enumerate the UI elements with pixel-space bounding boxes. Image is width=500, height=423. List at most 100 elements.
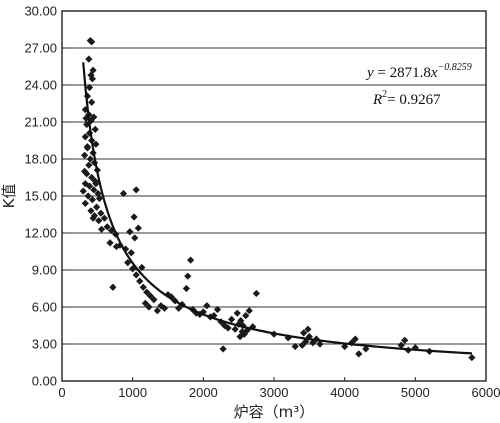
data-point (89, 214, 97, 222)
y-tick-label: 18.00 (24, 152, 57, 167)
data-point (141, 299, 149, 307)
data-point (182, 284, 190, 293)
x-tick-label: 2000 (189, 385, 218, 400)
data-point (300, 329, 308, 337)
data-point (362, 345, 370, 353)
y-tick-label: 27.00 (24, 41, 57, 56)
equation-exponent: −0.8259 (438, 62, 472, 73)
data-point (85, 83, 94, 92)
data-point (97, 209, 105, 217)
x-axis-title: 炉容（m³） (234, 403, 315, 421)
data-point (106, 239, 114, 247)
data-point (81, 199, 89, 207)
data-point (242, 312, 250, 320)
data-point (119, 189, 128, 198)
equation-coefficient: = 2871.8 (374, 65, 431, 81)
x-tick-label: 5000 (401, 385, 430, 400)
data-point (236, 333, 244, 341)
data-point (228, 315, 236, 323)
data-point (81, 133, 89, 141)
data-point (88, 38, 96, 46)
data-point (92, 180, 100, 188)
data-point (284, 334, 292, 342)
data-point (86, 155, 94, 163)
x-tick-label: 6000 (472, 385, 500, 400)
y-tick-label: 21.00 (24, 115, 57, 130)
data-point (130, 213, 138, 221)
data-point (132, 186, 140, 194)
data-point (97, 225, 106, 233)
data-point (85, 55, 93, 63)
y-tick-label: 6.00 (32, 300, 57, 315)
data-point (134, 224, 142, 232)
data-point (112, 242, 121, 251)
data-point (84, 192, 92, 200)
data-point (81, 167, 89, 175)
data-point (124, 259, 132, 267)
data-point (100, 214, 108, 222)
data-point (401, 336, 409, 344)
data-point (90, 186, 98, 194)
x-tick-label: 0 (58, 385, 65, 400)
data-point (305, 333, 313, 341)
data-point (88, 173, 96, 182)
data-point (240, 330, 248, 338)
data-point (88, 75, 96, 83)
data-point (143, 288, 151, 296)
data-point (224, 324, 232, 332)
r-squared: R2= 0.9267 (372, 89, 441, 108)
data-point (167, 293, 176, 301)
data-point (291, 342, 299, 351)
y-tick-label: 24.00 (24, 78, 57, 93)
data-point (298, 341, 306, 349)
data-point (196, 310, 204, 318)
data-point (91, 125, 99, 133)
data-point (88, 98, 96, 106)
data-point (238, 328, 246, 336)
data-point (79, 187, 87, 195)
data-point (83, 143, 92, 151)
data-point (95, 194, 104, 203)
y-tick-label: 9.00 (32, 263, 57, 278)
data-point (187, 256, 195, 264)
data-point (203, 302, 211, 310)
data-point (351, 335, 359, 343)
fit-layer (82, 62, 472, 355)
data-point (164, 291, 172, 299)
y-tick-label: 12.00 (24, 226, 57, 241)
data-point (233, 309, 241, 317)
data-point (93, 203, 101, 211)
fit-curve (82, 62, 472, 355)
data-point (132, 271, 140, 279)
data-point (231, 325, 239, 333)
data-point (138, 263, 146, 272)
data-point (88, 196, 96, 204)
data-point (145, 303, 153, 311)
data-point (146, 292, 154, 300)
data-point (150, 296, 158, 304)
r2-label: R (372, 92, 382, 108)
data-point (316, 340, 324, 348)
r2-value: = 0.9267 (387, 92, 441, 108)
data-point (210, 312, 218, 320)
equation-y-var: y (365, 65, 374, 81)
fit-equation: y = 2871.8x−0.8259 (365, 62, 472, 81)
x-tick-label: 1000 (118, 385, 147, 400)
data-point (213, 305, 222, 314)
data-point (304, 325, 312, 333)
data-point (139, 283, 147, 291)
y-tick-label: 3.00 (32, 337, 57, 352)
y-tick-label: 30.00 (24, 4, 57, 19)
data-point (355, 350, 363, 358)
data-point (219, 345, 227, 353)
data-point (109, 283, 117, 291)
data-point (90, 113, 98, 121)
data-point (175, 304, 183, 312)
y-tick-label: 0.00 (32, 374, 57, 389)
data-point (160, 304, 169, 312)
data-point (127, 249, 135, 257)
x-tick-label: 3000 (260, 385, 289, 400)
